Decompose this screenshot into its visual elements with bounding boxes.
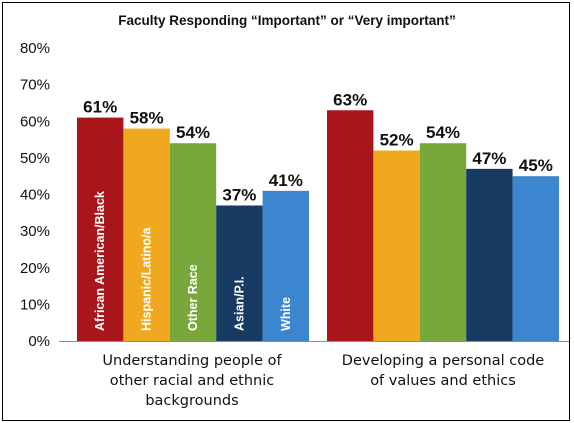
bar-series-labels-group: African American/Black Hispanic/Latino/a O… (93, 191, 293, 331)
y-tick-label: 70% (20, 77, 50, 94)
data-label: 47% (472, 149, 506, 168)
bar (327, 110, 374, 341)
bar (123, 128, 170, 341)
series-label: Hispanic/Latino/a (140, 226, 154, 331)
chart-title: Faculty Responding “Important” or “Very … (118, 13, 456, 28)
y-tick-label: 60% (20, 113, 50, 130)
value-labels-group: 61% 58% 54% 37% 41% 63% 52% 54% 47% 45% (83, 90, 553, 204)
data-label: 41% (269, 171, 303, 190)
category-labels-group: Understanding people of other racial and … (102, 353, 544, 409)
y-tick-label: 10% (20, 296, 50, 313)
y-tick-label: 20% (20, 260, 50, 277)
y-tick-label: 0% (28, 333, 50, 350)
y-tick-label: 80% (20, 40, 50, 57)
series-label: African American/Black (93, 191, 107, 331)
category-label: other racial and ethnic (110, 373, 275, 389)
category-label: of values and ethics (370, 373, 516, 389)
bar (466, 168, 513, 341)
data-label: 52% (380, 131, 414, 150)
series-label: White (279, 297, 293, 331)
data-label: 58% (130, 109, 164, 128)
data-label: 37% (222, 185, 256, 204)
bar (169, 143, 217, 341)
bar (216, 205, 263, 341)
data-label: 61% (83, 98, 117, 117)
data-label: 45% (519, 156, 553, 175)
bar-chart: Faculty Responding “Important” or “Very … (20, 13, 569, 409)
bar (262, 190, 309, 341)
data-label: 63% (333, 90, 367, 109)
category-label: Understanding people of (102, 353, 282, 369)
category-label: Developing a personal code (342, 353, 544, 369)
y-tick-label: 50% (20, 150, 50, 167)
data-label: 54% (176, 123, 210, 142)
category-label: backgrounds (145, 393, 238, 409)
series-label: Asian/P.I. (232, 276, 246, 331)
bar (373, 150, 420, 341)
y-tick-label: 30% (20, 223, 50, 240)
y-tick-label: 40% (20, 187, 50, 204)
bar (419, 143, 467, 341)
bars-group (77, 110, 559, 342)
bar (512, 176, 559, 341)
bar (77, 117, 124, 342)
data-label: 54% (426, 123, 460, 142)
y-axis: 0% 10% 20% 30% 40% 50% 60% 70% 80% (20, 40, 50, 350)
series-label: Other Race (186, 264, 200, 331)
